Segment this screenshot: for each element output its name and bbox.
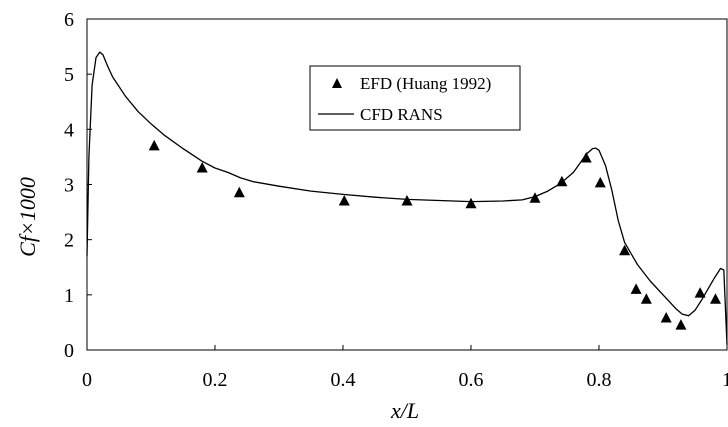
data-point-efd bbox=[694, 287, 706, 298]
legend-box bbox=[309, 65, 521, 131]
series-line-cfd-rans bbox=[86, 51, 728, 345]
legend-label-cfd: CFD RANS bbox=[360, 105, 443, 124]
data-point-efd bbox=[619, 244, 631, 256]
y-tick-label: 2 bbox=[64, 230, 74, 252]
y-axis-title: Cf×1000 bbox=[15, 177, 40, 257]
y-tick-label: 5 bbox=[64, 64, 74, 86]
x-tick-label: 0.6 bbox=[459, 369, 484, 391]
x-tick-label: 0.2 bbox=[203, 369, 228, 391]
data-point-efd bbox=[630, 283, 642, 294]
data-point-efd bbox=[338, 195, 350, 206]
x-tick-label: 0.8 bbox=[587, 369, 612, 391]
data-point-efd bbox=[580, 152, 592, 163]
y-tick-label: 6 bbox=[64, 9, 74, 31]
legend: EFD (Huang 1992) CFD RANS bbox=[309, 65, 521, 131]
chart-ticks: 0 1 2 3 4 5 6 0 0.2 0.4 0.6 0.8 1 bbox=[64, 9, 728, 391]
data-point-efd bbox=[196, 161, 208, 173]
y-tick-label: 4 bbox=[64, 119, 74, 141]
data-point-efd bbox=[233, 186, 245, 198]
legend-label-efd: EFD (Huang 1992) bbox=[360, 74, 491, 93]
y-tick-label: 0 bbox=[64, 340, 74, 362]
y-tick-label: 3 bbox=[64, 175, 74, 197]
data-point-efd bbox=[148, 139, 160, 151]
legend-marker-efd bbox=[332, 78, 342, 88]
data-point-efd bbox=[401, 195, 413, 206]
data-point-efd bbox=[709, 293, 721, 304]
data-point-efd bbox=[640, 293, 652, 304]
x-axis-title: x/L bbox=[390, 398, 419, 423]
data-point-efd bbox=[594, 176, 606, 188]
data-point-efd bbox=[675, 319, 687, 330]
x-tick-label: 1 bbox=[722, 369, 728, 391]
y-tick-label: 1 bbox=[64, 285, 74, 307]
chart-series bbox=[86, 51, 728, 345]
data-point-efd bbox=[660, 312, 672, 323]
data-point-efd bbox=[465, 197, 477, 209]
x-tick-label: 0 bbox=[82, 369, 92, 391]
data-point-efd bbox=[529, 192, 541, 203]
x-tick-label: 0.4 bbox=[331, 369, 356, 391]
